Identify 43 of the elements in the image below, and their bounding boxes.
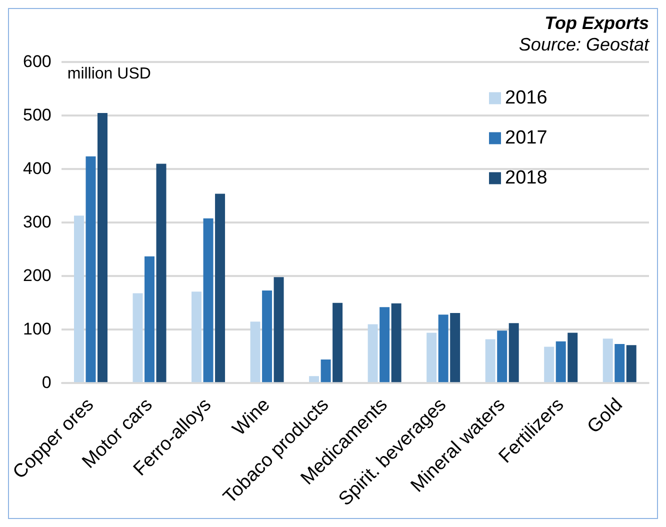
- bar: [144, 256, 155, 382]
- legend-label: 2018: [505, 167, 548, 188]
- bar: [508, 323, 519, 382]
- bar: [86, 156, 96, 382]
- bar: [450, 313, 460, 382]
- bar: [262, 290, 272, 382]
- bar: [602, 338, 613, 382]
- chart-title: Top Exports: [544, 12, 649, 33]
- y-tick-label: 300: [22, 212, 52, 232]
- y-tick-label: 0: [42, 372, 52, 392]
- bar: [320, 360, 331, 382]
- legend-label: 2017: [505, 127, 548, 148]
- bar: [426, 332, 437, 382]
- y-axis-title: million USD: [67, 66, 151, 83]
- bar: [274, 277, 284, 382]
- bar: [132, 293, 143, 382]
- bar: [438, 314, 448, 382]
- bar: [626, 345, 636, 382]
- bar: [614, 344, 625, 382]
- bar: [74, 216, 84, 382]
- bar: [332, 302, 343, 382]
- y-tick-label: 100: [22, 319, 52, 338]
- bar: [556, 341, 566, 382]
- bar: [203, 218, 214, 382]
- bar: [368, 324, 378, 382]
- bar: [98, 113, 108, 382]
- bar: [309, 376, 320, 382]
- y-tick-label: 200: [22, 266, 52, 285]
- y-tick-label: 600: [22, 52, 52, 71]
- bar: [156, 164, 166, 382]
- bar: [568, 332, 578, 382]
- bar: [544, 346, 554, 382]
- bar: [192, 292, 202, 382]
- bar: [391, 303, 402, 382]
- y-tick-label: 400: [22, 158, 52, 178]
- chart-subtitle: Source: Geostat: [518, 34, 650, 54]
- legend-label: 2016: [505, 87, 548, 108]
- bar: [380, 307, 390, 382]
- bar: [215, 194, 226, 382]
- y-tick-label: 500: [22, 105, 52, 124]
- bar: [497, 330, 508, 382]
- bar: [250, 322, 260, 382]
- bar: [485, 339, 496, 382]
